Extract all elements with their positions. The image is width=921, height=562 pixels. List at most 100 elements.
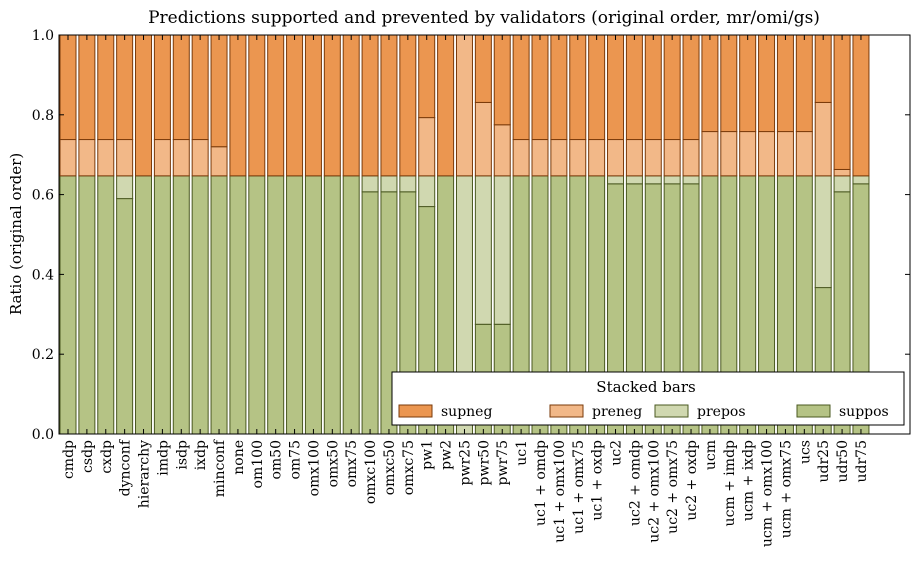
bar-preneg (833, 168, 851, 177)
x-tick-label: ucs (797, 440, 813, 464)
plot-frame (58, 34, 911, 435)
x-tick-label: ucm (703, 440, 719, 470)
x-tick-label: ucm + omx100 (760, 440, 776, 547)
bar-prepos (116, 175, 134, 200)
bar-suppos (97, 175, 115, 435)
bar-supneg (248, 34, 266, 177)
y-tick-label: 0.6 (32, 188, 54, 204)
bar-supneg (701, 34, 719, 133)
bar-suppos (267, 175, 285, 435)
bar-supneg (569, 34, 587, 141)
x-tick-label: udr50 (835, 440, 851, 483)
x-tick-label: none (231, 440, 247, 475)
bar-suppos (323, 175, 341, 435)
bar-suppos (210, 175, 228, 435)
bar-preneg (776, 131, 794, 177)
bar-supneg (153, 34, 171, 141)
bar-prepos (682, 175, 700, 185)
x-tick-label: omxc75 (401, 440, 417, 495)
bar-preneg (701, 131, 719, 177)
bar-suppos (135, 175, 153, 435)
bar-supneg (191, 34, 209, 141)
x-tick-label: pwr25 (457, 440, 473, 485)
x-tick-label: ucm + ixdp (741, 440, 757, 521)
bar-supneg (135, 34, 153, 177)
chart-title: Predictions supported and prevented by v… (148, 8, 820, 28)
bar-supneg (493, 34, 511, 126)
bar-preneg (682, 139, 700, 177)
bar-preneg (116, 139, 134, 177)
bar-preneg (172, 139, 190, 177)
x-tick-label: pw2 (439, 440, 455, 470)
bar-preneg (814, 101, 832, 177)
x-tick-label: om75 (288, 440, 304, 480)
x-tick-label: omx75 (344, 440, 360, 487)
x-tick-label: imdp (155, 440, 171, 476)
bar-preneg (607, 139, 625, 177)
bar-supneg (418, 34, 436, 119)
legend-label-suppos: suppos (839, 404, 889, 420)
x-tick-label: omxc50 (382, 440, 398, 495)
bar-supneg (758, 34, 776, 133)
x-tick-label: udr25 (816, 440, 832, 483)
bar-preneg (569, 139, 587, 177)
legend-swatch-suppos (796, 404, 831, 418)
bar-suppos (304, 175, 322, 435)
x-tick-label: ucm + imdp (722, 440, 738, 526)
bar-supneg (380, 34, 398, 177)
bar-supneg (682, 34, 700, 141)
bar-supneg (229, 34, 247, 177)
x-tick-label: uc1 + omx100 (552, 440, 568, 543)
bar-supneg (304, 34, 322, 177)
bar-preneg (720, 131, 738, 177)
y-tick-label: 0.8 (32, 108, 54, 124)
x-tick-label: minconf (212, 438, 228, 497)
x-tick-label: omx100 (306, 440, 322, 496)
x-tick-label: uc1 + oxdp (590, 440, 606, 521)
bar-suppos (361, 191, 379, 435)
bar-supneg (720, 34, 738, 133)
bar-supneg (833, 34, 851, 170)
legend-title: Stacked bars (596, 378, 695, 396)
bar-supneg (437, 34, 455, 177)
bar-prepos (418, 175, 436, 208)
bar-supneg (342, 34, 360, 177)
bar-suppos (116, 198, 134, 435)
bar-preneg (210, 146, 228, 177)
bar-prepos (493, 175, 511, 325)
bar-preneg (625, 139, 643, 177)
bar-suppos (286, 175, 304, 435)
x-tick-label: ixdp (193, 440, 209, 470)
bar-supneg (361, 34, 379, 177)
bar-supneg (116, 34, 134, 141)
bar-prepos (625, 175, 643, 185)
bar-prepos (474, 175, 492, 325)
x-tick-label: cxdp (99, 440, 115, 474)
legend-label-prepos: prepos (697, 404, 746, 420)
x-tick-label: om50 (269, 440, 285, 480)
x-tick-label: hierarchy (137, 440, 153, 508)
bar-prepos (833, 175, 851, 193)
bar-prepos (814, 175, 832, 289)
bar-suppos (78, 175, 96, 435)
bar-supneg (795, 34, 813, 133)
bar-suppos (172, 175, 190, 435)
bar-preneg (739, 131, 757, 177)
x-tick-label: om100 (250, 440, 266, 488)
legend-swatch-preneg (549, 404, 584, 418)
bar-prepos (607, 175, 625, 185)
bar-supneg (512, 34, 530, 141)
bar-suppos (191, 175, 209, 435)
bar-preneg (78, 139, 96, 177)
bar-prepos (663, 175, 681, 185)
bar-supneg (172, 34, 190, 141)
bar-supneg (814, 34, 832, 103)
x-tick-label: udr75 (854, 440, 870, 483)
x-tick-label: pwr75 (495, 440, 511, 485)
x-tick-label: omxc100 (363, 440, 379, 504)
bar-preneg (97, 139, 115, 177)
bar-supneg (78, 34, 96, 141)
y-tick-label: 0.4 (32, 267, 54, 283)
bar-preneg (644, 139, 662, 177)
